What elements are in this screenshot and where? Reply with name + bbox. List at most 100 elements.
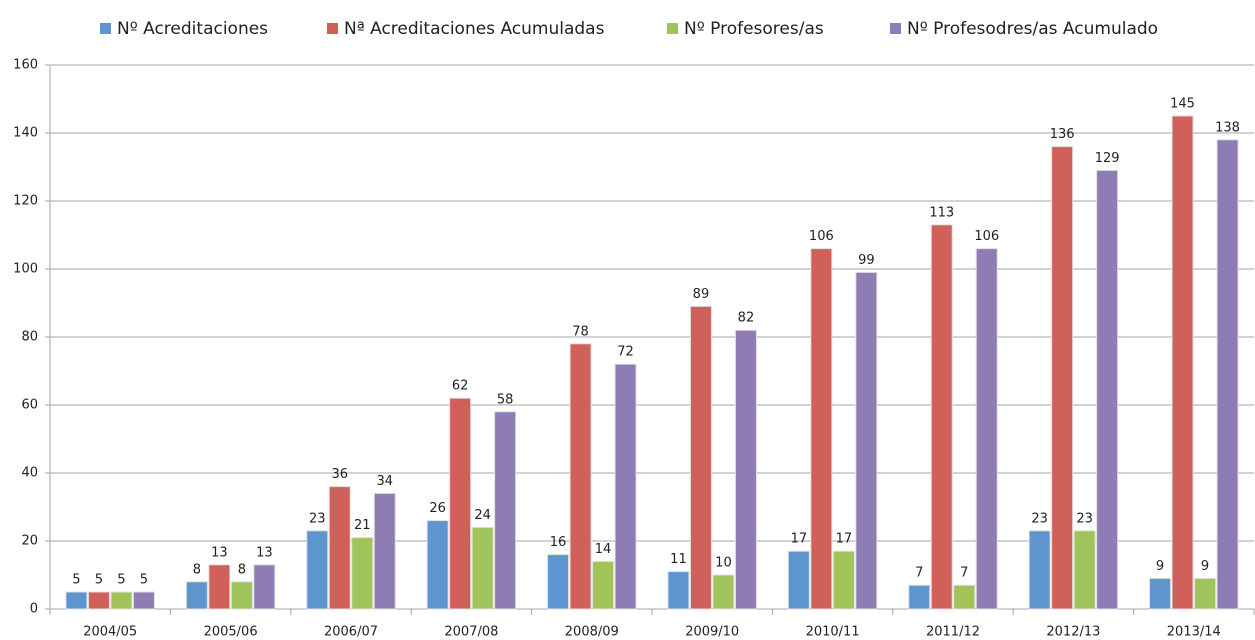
bar — [132, 591, 155, 610]
x-tick-label: 2013/14 — [1167, 625, 1221, 640]
y-tick-label: 20 — [21, 534, 38, 549]
legend-label: Nº Acreditaciones — [117, 19, 268, 39]
bar — [569, 343, 592, 610]
x-tick-label: 2012/13 — [1046, 625, 1100, 640]
data-label: 5 — [95, 573, 103, 588]
legend-swatch — [100, 23, 111, 34]
y-tick-label: 160 — [13, 58, 38, 73]
bar — [1171, 115, 1194, 610]
x-tick-label: 2009/10 — [685, 625, 739, 640]
data-label: 82 — [738, 311, 755, 326]
bar — [87, 591, 110, 610]
data-label: 21 — [354, 518, 371, 533]
bar — [855, 271, 878, 610]
data-label: 89 — [693, 287, 710, 302]
data-label: 106 — [809, 229, 834, 244]
bar — [787, 550, 810, 610]
data-label: 10 — [715, 556, 732, 571]
bar — [1216, 139, 1239, 610]
bar — [185, 581, 208, 610]
legend-swatch — [667, 23, 678, 34]
data-label: 8 — [193, 562, 201, 577]
legend-label: Nª Acreditaciones Acumuladas — [344, 19, 605, 39]
legend-swatch — [890, 23, 901, 34]
data-label: 17 — [791, 532, 808, 547]
y-tick-label: 60 — [21, 398, 38, 413]
bar — [734, 329, 757, 610]
x-tick-label: 2006/07 — [324, 625, 378, 640]
data-label: 136 — [1050, 127, 1075, 142]
data-label: 138 — [1215, 120, 1240, 135]
bar — [471, 526, 494, 610]
bar — [689, 305, 712, 610]
legend-label: Nº Profesodres/as Acumulado — [907, 19, 1158, 39]
legend-swatch — [327, 23, 338, 34]
bar — [110, 591, 133, 610]
bar — [449, 397, 472, 610]
data-label: 24 — [474, 508, 491, 523]
bar — [351, 537, 374, 610]
bar — [1149, 577, 1172, 610]
bar — [253, 564, 276, 610]
bar — [208, 564, 231, 610]
x-tick-label: 2010/11 — [806, 625, 860, 640]
x-tick-label: 2011/12 — [926, 625, 980, 640]
bar — [667, 571, 690, 610]
data-label: 23 — [1076, 511, 1093, 526]
data-label: 26 — [429, 501, 446, 516]
bar — [908, 584, 931, 610]
bar — [426, 520, 449, 610]
data-label: 113 — [929, 205, 954, 220]
y-tick-label: 80 — [21, 330, 38, 345]
bar — [547, 554, 570, 610]
bar — [1051, 146, 1074, 610]
data-label: 106 — [974, 229, 999, 244]
bar — [373, 492, 396, 610]
bar — [953, 584, 976, 610]
data-label: 9 — [1156, 559, 1164, 574]
y-tick-label: 140 — [13, 126, 38, 141]
bar — [1073, 530, 1096, 610]
bar — [975, 248, 998, 610]
bar — [230, 581, 253, 610]
data-label: 78 — [572, 324, 589, 339]
y-tick-label: 100 — [13, 262, 38, 277]
data-label: 13 — [211, 545, 228, 560]
data-label: 7 — [960, 566, 968, 581]
y-tick-label: 120 — [13, 194, 38, 209]
data-label: 8 — [238, 562, 246, 577]
bar — [1096, 169, 1119, 610]
x-tick-label: 2007/08 — [444, 625, 498, 640]
data-label: 34 — [376, 474, 393, 489]
bar — [306, 530, 329, 610]
data-label: 7 — [915, 566, 923, 581]
data-label: 58 — [497, 392, 514, 407]
bar — [592, 560, 615, 610]
data-label: 62 — [452, 379, 469, 394]
bar — [930, 224, 953, 610]
bar — [328, 486, 351, 610]
x-tick-label: 2008/09 — [565, 625, 619, 640]
bar — [494, 411, 517, 610]
data-label: 5 — [72, 573, 80, 588]
y-tick-label: 40 — [21, 466, 38, 481]
data-label: 72 — [617, 345, 634, 360]
bar — [712, 574, 735, 610]
data-label: 23 — [309, 511, 326, 526]
bar — [614, 363, 637, 610]
bar — [1194, 577, 1217, 610]
x-tick-label: 2004/05 — [83, 625, 137, 640]
data-label: 145 — [1170, 97, 1195, 112]
bar — [65, 591, 88, 610]
data-label: 23 — [1031, 511, 1048, 526]
data-label: 9 — [1201, 559, 1209, 574]
bar — [810, 248, 833, 610]
bar — [832, 550, 855, 610]
legend-label: Nº Profesores/as — [684, 19, 824, 39]
data-label: 17 — [836, 532, 853, 547]
y-tick-label: 0 — [30, 602, 38, 617]
data-label: 13 — [256, 545, 273, 560]
data-label: 36 — [331, 467, 348, 482]
data-label: 16 — [550, 535, 567, 550]
